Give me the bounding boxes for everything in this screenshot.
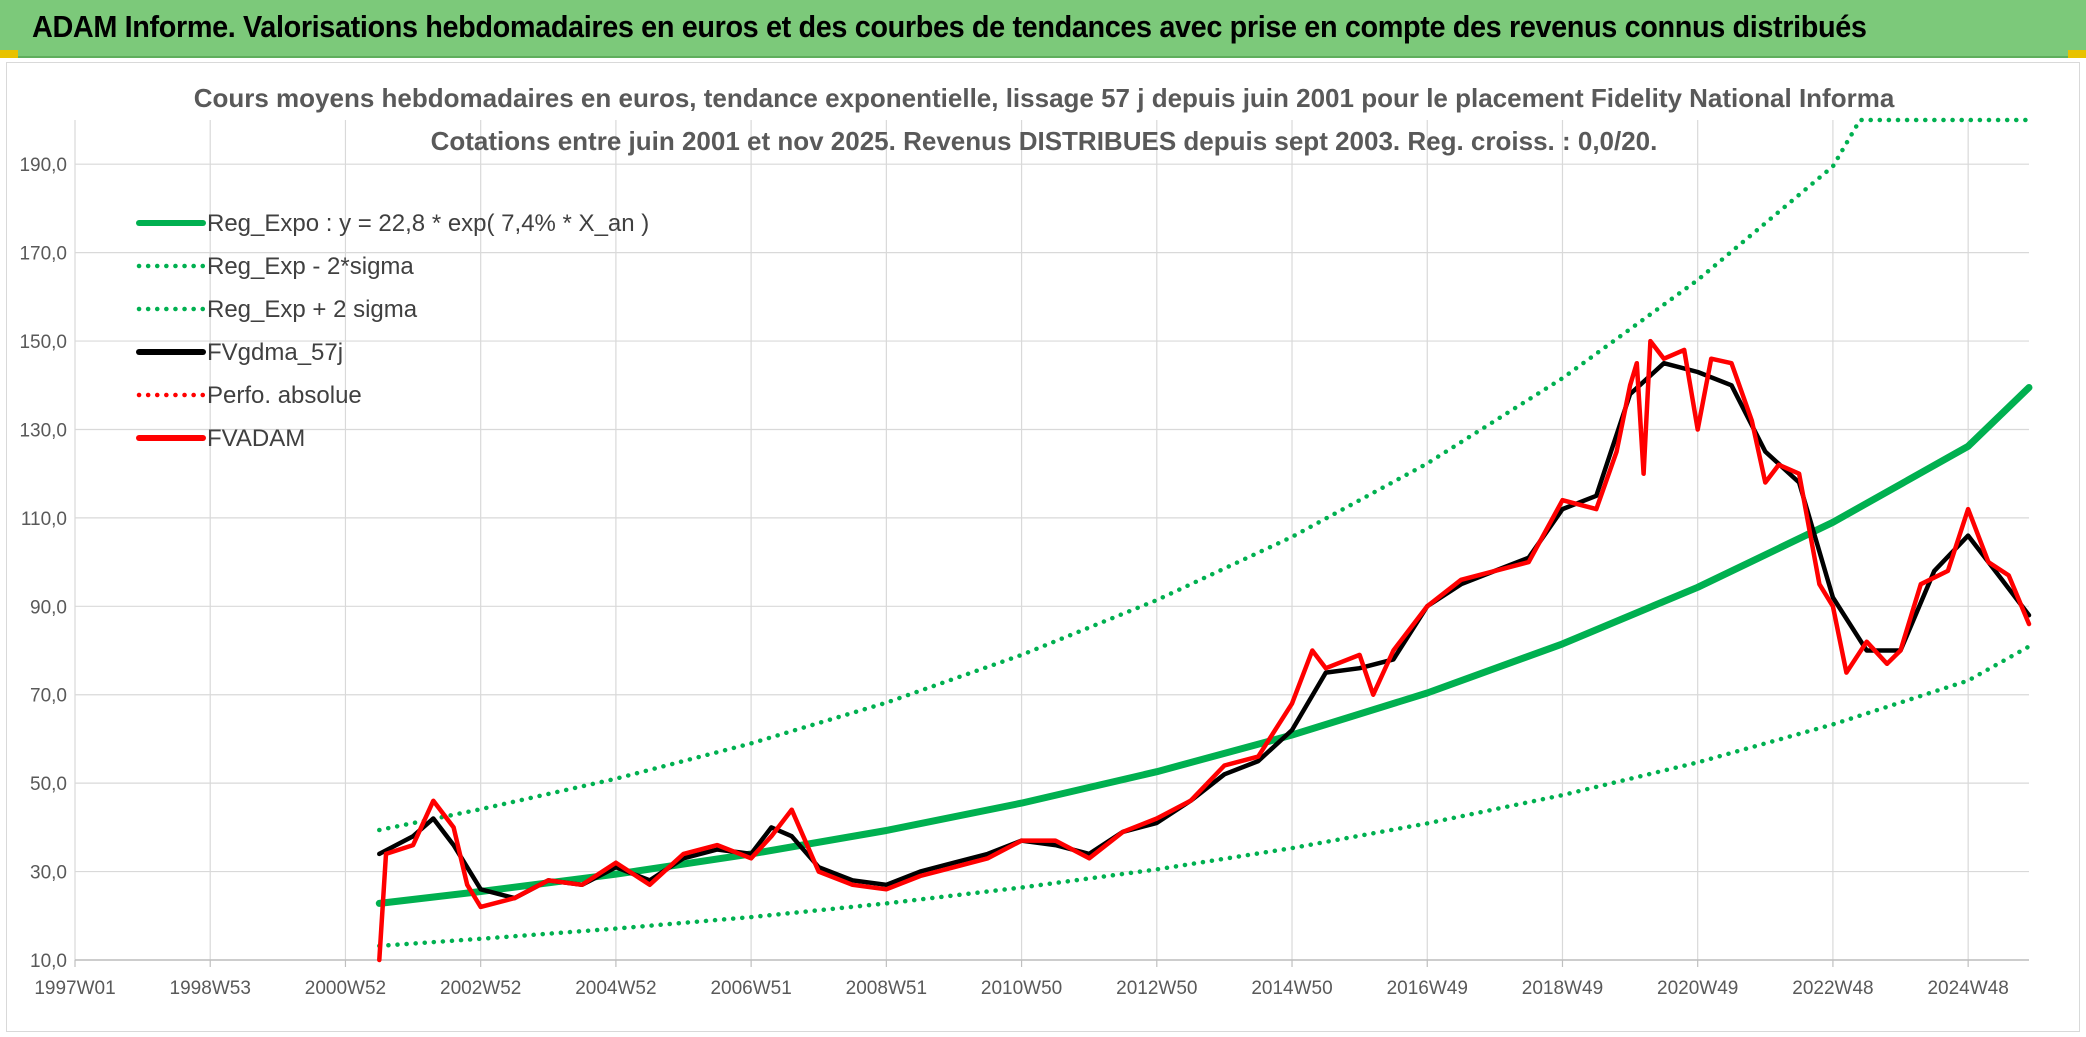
y-tick-label: 110,0 <box>21 509 67 530</box>
y-tick-label: 90,0 <box>30 597 67 618</box>
y-tick-label: 10,0 <box>30 951 67 972</box>
y-tick-label: 190,0 <box>19 155 67 176</box>
series-line-2 <box>377 117 2032 833</box>
legend-label: Reg_Exp + 2 sigma <box>207 296 418 323</box>
y-tick-label: 170,0 <box>19 244 67 265</box>
corner-marker-left <box>0 50 18 58</box>
legend-label: Reg_Exp - 2*sigma <box>207 253 414 280</box>
x-tick-label: 2006W51 <box>710 978 791 999</box>
x-tick-label: 1997W01 <box>34 978 115 999</box>
legend-label: FVgdma_57j <box>207 339 343 366</box>
y-tick-label: 70,0 <box>30 686 67 707</box>
x-tick-label: 2018W49 <box>1522 978 1603 999</box>
y-tick-label: 30,0 <box>30 863 67 884</box>
legend: Reg_Expo : y = 22,8 * exp( 7,4% * X_an )… <box>136 210 649 452</box>
x-tick-label: 2002W52 <box>440 978 521 999</box>
x-tick-label: 2000W52 <box>305 978 386 999</box>
x-tick-label: 2024W48 <box>1927 978 2008 999</box>
report-title: ADAM Informe. Valorisations hebdomadaire… <box>32 9 1867 44</box>
x-tick-label: 2012W50 <box>1116 978 1197 999</box>
series-line-3 <box>377 360 2032 901</box>
series-line-1 <box>377 644 2032 949</box>
x-tick-label: 2020W49 <box>1657 978 1738 999</box>
report-banner: ADAM Informe. Valorisations hebdomadaire… <box>0 0 2086 58</box>
chart: 10,0 30,0 50,0 70,0 90,0 110,0 130,0 150,0 170,0… <box>19 83 2033 999</box>
grid <box>74 120 2029 961</box>
series-line-5 <box>377 338 2032 963</box>
corner-marker-right <box>2068 50 2086 58</box>
legend-label: Perfo. absolue <box>207 382 362 409</box>
y-tick-label: 150,0 <box>19 332 67 353</box>
legend-label: FVADAM <box>207 425 305 452</box>
x-tick-label: 2004W52 <box>575 978 656 999</box>
legend-label: Reg_Expo : y = 22,8 * exp( 7,4% * X_an ) <box>207 210 649 237</box>
x-tick-label: 2016W49 <box>1387 978 1468 999</box>
x-tick-label: 2008W51 <box>846 978 927 999</box>
x-tick-label: 2010W50 <box>981 978 1062 999</box>
x-tick-label: 1998W53 <box>170 978 251 999</box>
y-tick-label: 130,0 <box>19 420 67 441</box>
y-tick-label: 50,0 <box>30 774 67 795</box>
series <box>375 117 2033 963</box>
x-tick-label: 2014W50 <box>1251 978 1332 999</box>
axes: 10,0 30,0 50,0 70,0 90,0 110,0 130,0 150,0 170,0… <box>19 155 2029 999</box>
chart-subtitle: Cotations entre juin 2001 et nov 2025. R… <box>431 126 1658 156</box>
chart-title: Cours moyens hebdomadaires en euros, ten… <box>194 83 1895 113</box>
chart-frame: 10,0 30,0 50,0 70,0 90,0 110,0 130,0 150,0 170,0… <box>6 62 2080 1032</box>
x-tick-label: 2022W48 <box>1792 978 1873 999</box>
